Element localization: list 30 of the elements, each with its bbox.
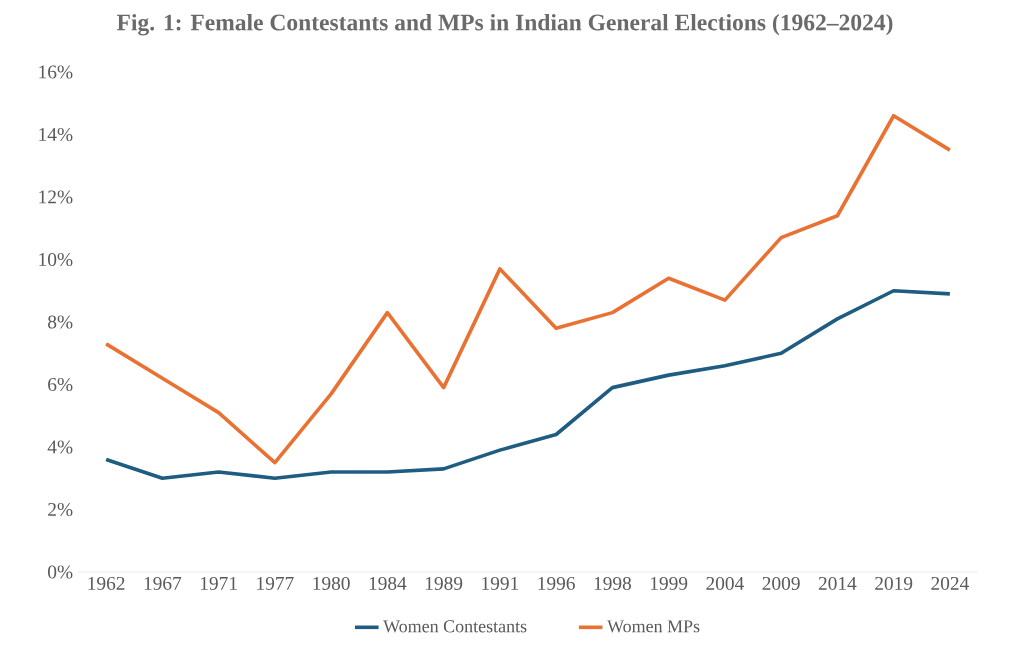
y-tick-label: 8% xyxy=(48,315,73,329)
y-tick-label: 6% xyxy=(48,377,73,392)
x-tick-label: 1984 xyxy=(369,576,407,590)
chart-title: Fig. 1: Female Contestants and MPs in Indian General Elections (1962–2024) xyxy=(116,13,893,36)
x-tick-label: 2019 xyxy=(875,576,913,590)
x-tick-label: 1989 xyxy=(425,576,463,590)
x-tick-label: 1980 xyxy=(313,576,350,590)
y-tick-label: 16% xyxy=(39,65,73,79)
y-tick-label: 2% xyxy=(48,502,73,517)
x-tick-label: 1967 xyxy=(144,576,182,590)
x-tick-label: 1999 xyxy=(650,576,688,590)
legend-label: Women MPs xyxy=(607,620,700,633)
line-series xyxy=(104,113,952,465)
y-tick-label: 14% xyxy=(39,127,73,142)
x-tick-label: 1971 xyxy=(200,576,237,590)
x-tick-label: 2004 xyxy=(706,576,744,590)
line-series xyxy=(104,288,952,481)
x-tick-label: 1977 xyxy=(257,576,294,590)
legend-label: Women Contestants xyxy=(383,620,527,633)
x-tick-label: 1998 xyxy=(594,576,632,590)
y-tick-label: 12% xyxy=(39,190,73,204)
y-tick-label: 10% xyxy=(39,252,73,267)
x-tick-label: 1962 xyxy=(88,576,125,590)
x-tick-label: 2024 xyxy=(931,576,969,590)
y-tick-label: 4% xyxy=(47,440,73,454)
x-tick-label: 1996 xyxy=(538,576,575,590)
x-tick-label: 2014 xyxy=(818,576,857,590)
y-tick-label: 0% xyxy=(48,565,73,579)
x-tick-label: 2009 xyxy=(762,576,800,590)
x-tick-label: 1991 xyxy=(482,576,519,590)
